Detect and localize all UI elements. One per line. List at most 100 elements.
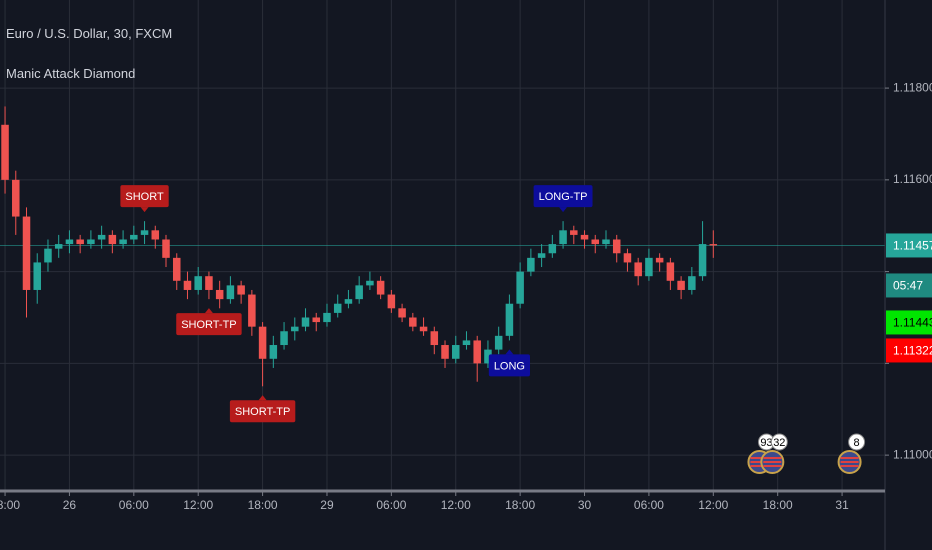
candle-body: [1, 124, 9, 180]
price-label: 1.11443: [893, 316, 932, 330]
candle-body: [119, 239, 127, 245]
candle-body: [151, 230, 160, 240]
candle-body: [22, 216, 31, 290]
candle-body: [387, 294, 396, 309]
candle-body: [323, 312, 331, 323]
candle-body: [76, 239, 84, 245]
candle-body: [312, 317, 321, 323]
candle-body: [537, 253, 546, 258]
plot: SHORT SHORT-TP SHORT-TP LONG LONG-TP 93 32 8: [1, 106, 866, 474]
candle-body: [344, 299, 353, 304]
candle-body: [248, 294, 256, 327]
x-tick-label: 18:00: [248, 498, 278, 512]
x-tick-label: 30: [578, 498, 592, 512]
candle-body: [698, 244, 707, 277]
candle-body: [409, 317, 417, 327]
event-count: 93: [760, 437, 772, 449]
signal-label: LONG-TP: [533, 185, 593, 213]
indicator-name: Manic Attack Diamond: [6, 66, 135, 81]
candle-body: [194, 276, 202, 290]
event-flag: [763, 457, 782, 467]
event-flag: [840, 457, 859, 467]
candle-body: [548, 244, 557, 254]
candle-body: [505, 303, 514, 336]
event-bubble: [770, 433, 788, 451]
candle-body: [44, 248, 52, 263]
signal-pointer: [258, 395, 267, 401]
candle-body: [366, 280, 374, 286]
candle-body: [301, 317, 310, 327]
candle-body: [516, 271, 524, 304]
candle-body: [333, 303, 342, 313]
x-tick-label: 12:00: [183, 498, 213, 512]
candle-body: [87, 239, 95, 245]
candle-body: [258, 326, 267, 359]
candle-body: [451, 345, 460, 359]
y-tick-label: 1.11600: [893, 172, 932, 186]
candle-body: [634, 262, 642, 277]
candle-body: [580, 234, 589, 240]
signal-box: [488, 354, 531, 377]
candle-body: [172, 257, 181, 281]
candle-body: [183, 280, 192, 290]
signal-text: SHORT-TP: [235, 406, 290, 418]
candle-body: [677, 280, 685, 290]
candle-body: [205, 276, 213, 290]
x-tick-label: 12:00: [698, 498, 728, 512]
signal-pointer: [140, 207, 149, 213]
candle-body: [527, 257, 535, 272]
candle-body: [398, 308, 406, 318]
candle-body: [441, 345, 449, 359]
candle-body: [280, 331, 288, 346]
candle-body: [484, 349, 492, 364]
price-label-box: [886, 310, 932, 335]
event-count: 32: [773, 437, 785, 449]
signal-label: SHORT-TP: [229, 395, 296, 423]
candle-body: [237, 285, 245, 295]
candle-body: [688, 276, 696, 290]
candle-body: [162, 239, 170, 258]
grid: [0, 0, 885, 490]
candle-body: [355, 285, 363, 300]
signal-box: [229, 400, 296, 423]
signal-label: SHORT-TP: [176, 308, 242, 336]
candle-body: [12, 179, 20, 217]
y-tick-label: 1.11800: [893, 80, 932, 94]
signal-text: LONG: [494, 360, 525, 372]
candle-body: [54, 244, 63, 249]
price-label-box: [886, 338, 932, 363]
x-tick-label: 06:00: [634, 498, 664, 512]
x-tick-label: 06:00: [376, 498, 406, 512]
chart-title: Euro / U.S. Dollar, 30, FXCM: [6, 26, 172, 41]
signal-box: [176, 313, 242, 336]
axes: 1.11000 1.11600 1.11800 18:00 26 06:00 12:00 18…: [0, 80, 932, 512]
candle-body: [462, 340, 471, 346]
candle-body: [666, 262, 675, 281]
candle-body: [291, 326, 299, 332]
price-label-box: [886, 233, 932, 258]
candle-body: [623, 253, 632, 263]
candle-body: [226, 285, 235, 300]
price-label: 1.11322: [893, 344, 932, 358]
price-label: 1.11457: [893, 239, 932, 253]
signal-text: SHORT: [125, 191, 164, 203]
candle-body: [709, 244, 718, 246]
signal-box: [533, 185, 593, 208]
candle-body: [215, 289, 224, 300]
y-tick-label: 1.11000: [893, 447, 932, 461]
candle-body: [645, 257, 653, 277]
candle-body: [559, 230, 567, 245]
x-tick-label: 18:00: [505, 498, 535, 512]
candle-body: [602, 239, 610, 245]
x-tick-label: 12:00: [441, 498, 471, 512]
x-tick-label: 18:00: [0, 498, 20, 512]
x-tick-label: 26: [63, 498, 77, 512]
candle-body: [140, 230, 149, 235]
signal-pointer: [559, 207, 568, 213]
signal-label: LONG: [488, 349, 531, 377]
x-tick-label: 31: [835, 498, 849, 512]
candle-body: [430, 331, 439, 346]
candle-body: [130, 234, 138, 240]
